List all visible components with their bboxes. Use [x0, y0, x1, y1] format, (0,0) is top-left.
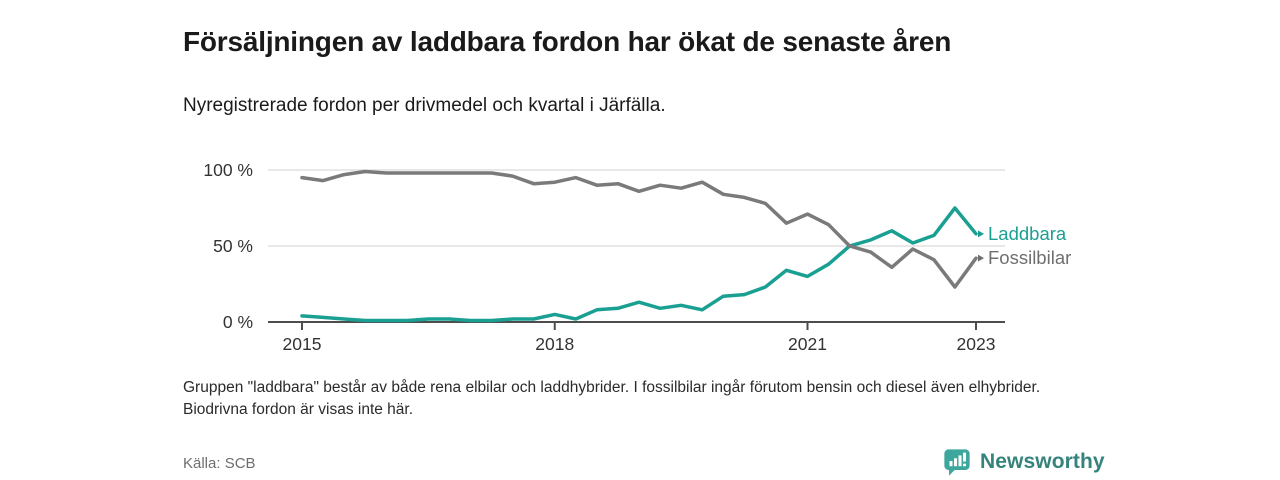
series-line-laddbara [300, 206, 978, 323]
series-label-arrow-icon [978, 254, 984, 262]
x-axis-tick-label: 2015 [283, 334, 322, 354]
branding: Newsworthy [942, 447, 1105, 477]
y-axis-tick-label: 0 % [223, 312, 253, 332]
y-axis-tick-label: 50 % [213, 236, 253, 256]
series-label-arrow-icon [978, 230, 984, 238]
x-axis-tick-label: 2021 [788, 334, 827, 354]
newsworthy-logo-text: Newsworthy [980, 450, 1105, 473]
x-axis-tick-label: 2023 [957, 334, 996, 354]
line-chart-svg: 0 % 50 % 100 % 2015 2018 2021 2023 Laddbara Foss… [203, 160, 1071, 354]
page-title: Försäljningen av laddbara fordon har öka… [183, 25, 952, 57]
x-axis-tick-label: 2018 [535, 334, 574, 354]
source-label: Källa: SCB [183, 455, 256, 472]
y-axis-tick-label: 100 % [203, 160, 253, 180]
newsworthy-logo-icon [942, 447, 972, 477]
series-label-fossilbilar: Fossilbilar [988, 247, 1071, 268]
series-line-fossilbilar [300, 169, 978, 289]
chart-footnote: Gruppen "laddbara" består av både rena e… [183, 379, 1041, 418]
series-label-laddbara: Laddbara [988, 223, 1067, 244]
line-chart: 0 % 50 % 100 % 2015 2018 2021 2023 Laddbara Foss… [180, 150, 1160, 360]
chart-subtitle: Nyregistrerade fordon per drivmedel och … [183, 95, 666, 116]
